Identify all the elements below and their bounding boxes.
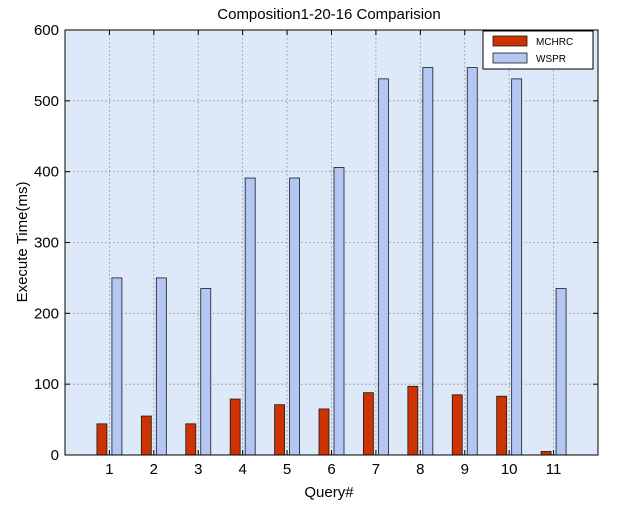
y-tick-label-1: 100	[34, 376, 59, 393]
bar-wspr-1	[111, 277, 123, 456]
x-tick-label-10: 11	[546, 461, 562, 478]
y-tick-label-0: 0	[51, 447, 59, 464]
x-tick-label-7: 8	[416, 461, 424, 478]
bar-mchrc-8	[407, 385, 419, 456]
y-tick-label-6: 600	[34, 22, 59, 39]
bar-mchrc-9	[451, 394, 463, 456]
bar-wspr-3	[200, 288, 212, 456]
x-tick-label-2: 3	[194, 461, 202, 478]
x-tick-label-8: 9	[461, 461, 469, 478]
bar-mchrc-6	[318, 408, 330, 456]
bar-mchrc-5	[274, 404, 285, 456]
bar-mchrc-10	[496, 395, 508, 456]
bar-wspr-4	[244, 177, 256, 456]
bar-mchrc-1	[96, 423, 108, 456]
bar-mchrc-7	[363, 392, 374, 456]
bar-wspr-7	[378, 78, 389, 456]
chart-title: Composition1-20-16 Comparision	[217, 6, 440, 23]
y-tick-label-5: 500	[34, 93, 59, 110]
x-tick-label-5: 6	[327, 461, 335, 478]
x-tick-label-3: 4	[238, 461, 246, 478]
x-tick-label-6: 7	[372, 461, 380, 478]
bar-wspr-6	[333, 167, 345, 456]
x-tick-label-4: 5	[283, 461, 291, 478]
legend: MCHRC WSPR	[482, 30, 594, 70]
bar-wspr-9	[466, 67, 478, 456]
x-axis-label: Query#	[304, 484, 354, 501]
bar-mchrc-4	[229, 398, 241, 456]
x-tick-label-1: 2	[150, 461, 158, 478]
y-tick-label-3: 300	[34, 235, 59, 252]
bar-mchrc-11	[540, 451, 552, 456]
x-tick-label-9: 10	[501, 461, 518, 478]
y-axis-label: Execute Time(ms)	[14, 182, 31, 303]
bar-wspr-10	[511, 78, 523, 456]
y-tick-label-4: 400	[34, 164, 59, 181]
legend-swatch-mchrc	[492, 35, 528, 47]
bar-mchrc-2	[140, 415, 152, 456]
bar-wspr-8	[422, 67, 434, 456]
bar-mchrc-3	[185, 423, 197, 456]
plot-area: 0 100 200 300 400 500 600 1 2 3 4 5 6 7 8 9 10 11	[34, 22, 599, 478]
legend-label-mchrc: MCHRC	[536, 37, 573, 48]
bar-wspr-5	[289, 177, 300, 456]
x-tick-label-0: 1	[105, 461, 113, 478]
bar-wspr-11	[555, 288, 567, 456]
legend-label-wspr: WSPR	[536, 54, 566, 65]
y-tick-label-2: 200	[34, 305, 59, 322]
legend-swatch-wspr	[492, 52, 528, 64]
bar-wspr-2	[155, 277, 167, 456]
